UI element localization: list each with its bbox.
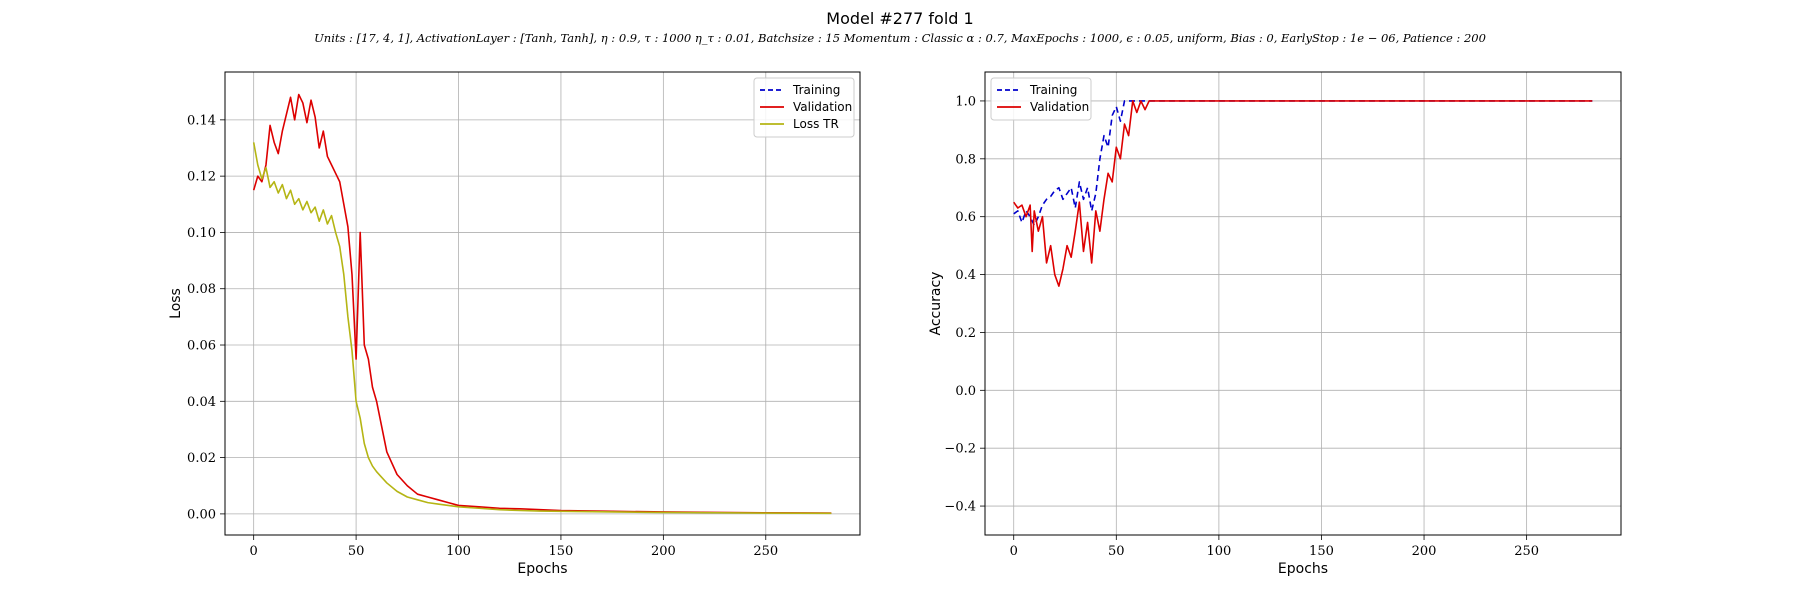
y-tick-label: 0.0 (955, 384, 976, 399)
x-tick-label: 100 (1206, 544, 1231, 559)
x-tick-label: 100 (446, 544, 471, 559)
x-tick-label: 150 (549, 544, 574, 559)
y-tick-label: 0.10 (187, 226, 216, 241)
x-tick-label: 50 (348, 544, 365, 559)
series-line-training (1013, 100, 1593, 227)
x-tick-label: 0 (250, 544, 258, 559)
legend-label: Loss TR (793, 117, 839, 131)
legend-label: Validation (793, 100, 852, 114)
y-tick-label: −0.2 (944, 442, 976, 457)
y-tick-label: 0.14 (187, 113, 216, 128)
legend: Training Validation (990, 77, 1092, 121)
x-axis-label: Epochs (1278, 561, 1328, 577)
y-tick-label: 0.8 (955, 152, 976, 167)
y-tick-label: 0.06 (187, 339, 216, 354)
legend-label: Training (792, 83, 840, 97)
accuracy-chart-panel: 0 50 100 150 200 250 −0.4 −0.2 0.0 0.2 0.4 0.6 0.8 1.… (928, 71, 1622, 577)
figure-title: Model #277 fold 1 (826, 9, 973, 28)
figure-subtitle: Units : [17, 4, 1], ActivationLayer : [T… (314, 31, 1486, 45)
loss-chart-panel: 0 50 100 150 200 250 0.00 0.02 0.04 0.06 0.08 0.10 0… (168, 71, 861, 577)
x-tick-label: 50 (1108, 544, 1125, 559)
y-axis-label: Loss (168, 288, 184, 319)
y-tick-label: 0.04 (187, 395, 216, 410)
legend-box (753, 77, 855, 138)
legend-label: Training (1029, 83, 1077, 97)
series-line-validation (252, 93, 832, 514)
y-tick-label: 0.2 (955, 326, 976, 341)
x-tick-label: 200 (651, 544, 676, 559)
y-tick-label: 0.08 (187, 282, 216, 297)
y-tick-label: 0.4 (955, 268, 976, 283)
x-axis-label: Epochs (517, 561, 567, 577)
y-tick-label: 0.6 (955, 210, 976, 225)
x-tick-label: 0 (1010, 544, 1018, 559)
y-tick-label: 0.00 (187, 507, 216, 522)
legend: Training Validation Loss TR (753, 77, 855, 138)
y-tick-label: 0.12 (187, 170, 216, 185)
x-tick-label: 150 (1309, 544, 1334, 559)
x-tick-label: 200 (1412, 544, 1437, 559)
series-line-validation (1013, 100, 1593, 287)
y-tick-label: −0.4 (944, 500, 976, 515)
y-tick-label: 0.02 (187, 451, 216, 466)
legend-box (990, 77, 1092, 121)
x-tick-label: 250 (1514, 544, 1539, 559)
legend-label: Validation (1030, 100, 1089, 114)
x-tick-label: 250 (753, 544, 778, 559)
plot-frame (984, 71, 1622, 536)
series-line-loss-tr (252, 142, 832, 515)
y-tick-label: 1.0 (955, 94, 976, 109)
y-axis-label: Accuracy (928, 272, 944, 336)
plot-frame (224, 71, 861, 536)
